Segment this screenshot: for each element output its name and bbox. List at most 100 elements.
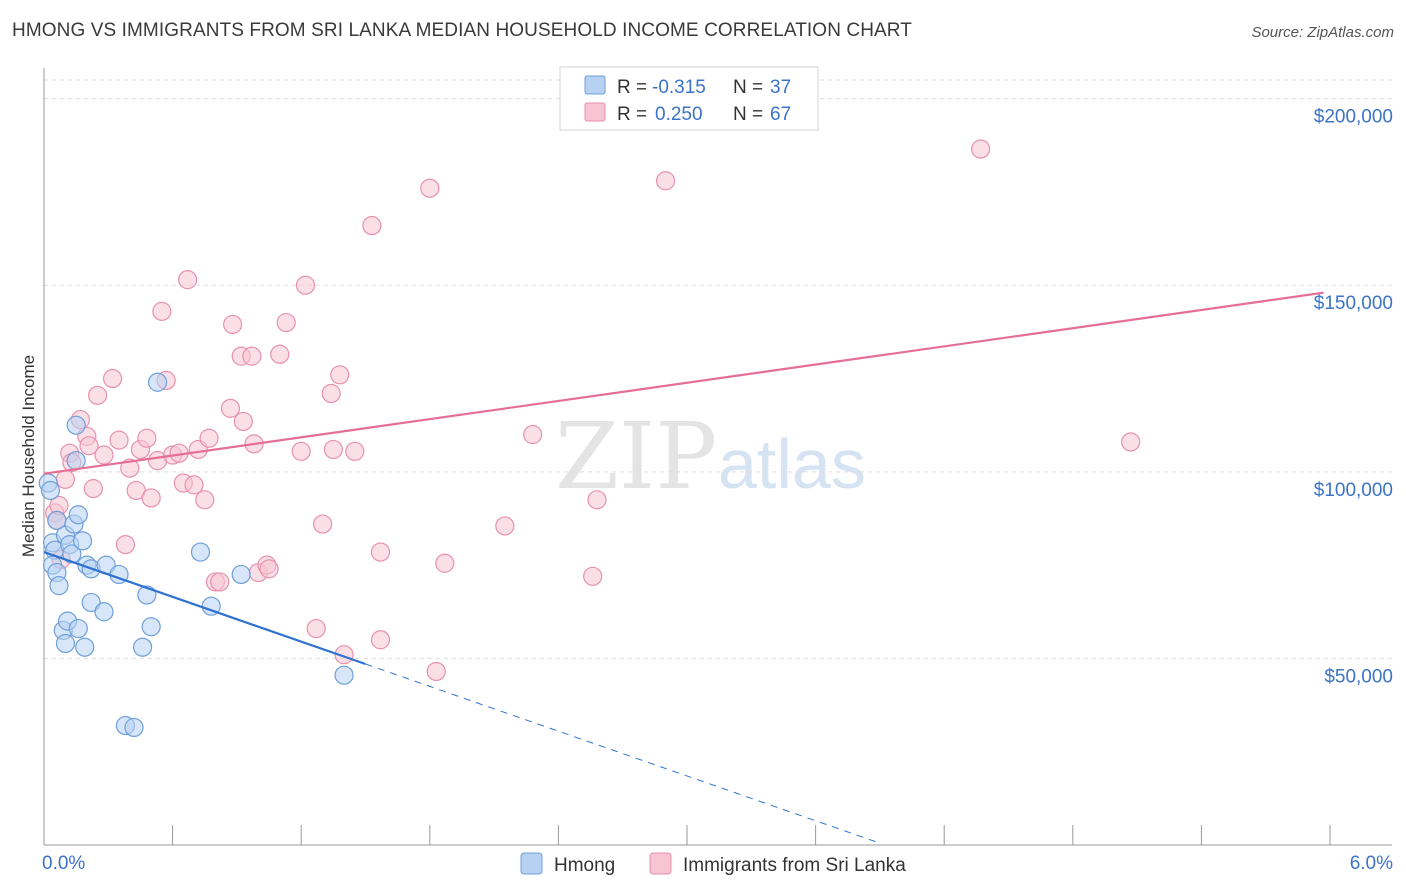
data-point <box>313 514 333 534</box>
trend-line-hmong <box>43 551 366 666</box>
data-point <box>330 365 350 385</box>
data-point <box>334 665 354 685</box>
legend-r-label-1: R = <box>617 77 647 98</box>
legend-n-value-2: 67 <box>770 104 791 125</box>
axes <box>43 68 1392 846</box>
data-point <box>195 490 215 510</box>
data-point <box>210 572 230 592</box>
x-tick-label-min: 0.0% <box>42 853 85 874</box>
data-point <box>79 436 99 456</box>
data-point <box>94 602 114 622</box>
source-label: Source: ZipAtlas.com <box>1251 24 1394 41</box>
data-point <box>420 178 440 198</box>
data-point <box>141 488 161 508</box>
bottom-legend-swatch-hmong <box>520 852 543 875</box>
data-point <box>152 301 172 321</box>
data-point <box>587 490 607 510</box>
legend-r-value-1: -0.315 <box>652 77 706 98</box>
y-tick-label: $200,000 <box>1314 107 1393 128</box>
data-point <box>231 564 251 585</box>
data-point <box>259 559 279 579</box>
data-point <box>370 542 391 562</box>
data-point <box>199 428 219 448</box>
y-tick-label: $150,000 <box>1314 293 1393 314</box>
data-point <box>971 139 991 159</box>
legend-r-label-2: R = <box>617 104 647 125</box>
bottom-legend: Hmong Immigrants from Sri Lanka <box>520 852 906 876</box>
data-point <box>115 534 136 555</box>
data-point <box>68 618 88 639</box>
data-point <box>72 531 93 551</box>
data-point <box>40 480 61 501</box>
data-point <box>49 576 69 596</box>
data-point <box>124 717 144 738</box>
data-point <box>583 566 603 586</box>
data-point <box>276 312 296 333</box>
data-point <box>141 617 161 637</box>
data-point <box>1121 432 1141 452</box>
data-point <box>270 344 290 364</box>
watermark-zip: ZIP <box>555 403 717 510</box>
chart-title: HMONG VS IMMIGRANTS FROM SRI LANKA MEDIA… <box>12 20 912 41</box>
data-point <box>68 505 88 525</box>
data-point <box>75 637 95 657</box>
y-tick-label: $100,000 <box>1314 480 1393 501</box>
data-point <box>370 630 391 650</box>
data-point <box>55 633 76 654</box>
trend-line-sri-lanka <box>43 291 1324 475</box>
y-tick-labels: $50,000 $100,000 $150,000 $200,000 <box>1314 107 1393 688</box>
legend-r-value-2: 0.250 <box>655 104 703 125</box>
legend-n-value-1: 37 <box>770 77 791 98</box>
data-point <box>323 439 343 460</box>
data-point <box>523 424 543 445</box>
y-tick-label: $50,000 <box>1324 666 1393 687</box>
trend-lines <box>43 291 1324 844</box>
bottom-legend-hmong: Hmong <box>554 855 615 876</box>
data-point <box>295 275 316 295</box>
legend-n-label-2: N = <box>733 104 763 125</box>
data-point <box>362 215 382 236</box>
bottom-legend-sri-lanka: Immigrants from Sri Lanka <box>683 855 906 876</box>
series-hmong <box>38 372 354 738</box>
data-point <box>94 445 114 465</box>
trend-line-hmong-extrapolated <box>365 663 881 844</box>
legend-n-label-1: N = <box>733 77 763 98</box>
data-point <box>242 346 262 366</box>
data-point <box>321 383 341 404</box>
data-point <box>81 592 101 613</box>
data-point <box>55 469 76 489</box>
data-point <box>147 372 168 392</box>
bottom-legend-swatch-sri-lanka <box>649 852 672 875</box>
data-point <box>120 458 140 478</box>
data-point <box>345 441 365 461</box>
data-point <box>102 368 123 389</box>
data-point <box>178 270 198 290</box>
data-point <box>655 171 676 191</box>
legend-swatch-sri-lanka <box>584 102 606 122</box>
data-point <box>66 451 86 471</box>
data-point <box>83 479 103 499</box>
x-tick-label-max: 6.0% <box>1350 853 1393 874</box>
data-point <box>233 411 253 432</box>
watermark-atlas: atlas <box>718 425 866 503</box>
data-point <box>109 430 129 450</box>
data-point <box>306 618 326 639</box>
watermark: ZIP atlas <box>555 403 866 510</box>
data-point <box>495 516 515 536</box>
data-point <box>190 542 211 562</box>
y-axis-label: Median Household Income <box>19 355 38 557</box>
series-sri-lanka <box>45 139 1141 682</box>
legend-box: R = -0.315 N = 37 R = 0.250 N = 67 <box>559 66 819 131</box>
data-point <box>435 553 455 573</box>
data-point <box>426 661 446 682</box>
data-point <box>132 637 153 657</box>
data-point <box>291 441 311 461</box>
data-point <box>87 385 108 405</box>
legend-swatch-hmong <box>584 75 606 95</box>
data-point <box>223 314 243 335</box>
data-point <box>184 475 204 495</box>
data-point <box>220 398 241 418</box>
data-point <box>66 415 86 435</box>
data-point <box>137 428 157 448</box>
